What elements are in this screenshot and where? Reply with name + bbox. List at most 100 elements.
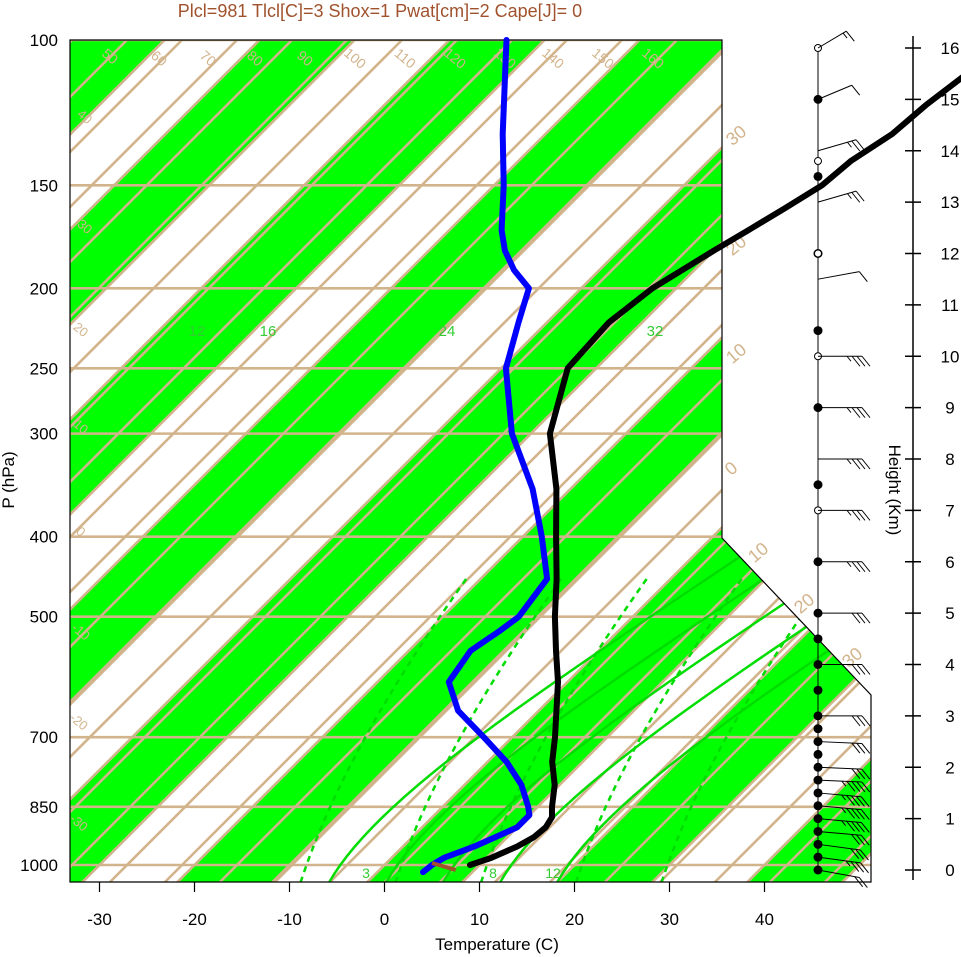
dry-adiabat-line — [769, 40, 871, 882]
wind-barb — [817, 830, 862, 836]
wind-barb-feather — [851, 140, 861, 152]
wind-barb-feather — [851, 84, 861, 96]
wind-barb — [817, 805, 862, 811]
dry-adiabat-label: 70 — [197, 47, 219, 69]
wind-barb-feather — [856, 612, 866, 624]
wind-barb-feather — [855, 139, 865, 151]
height-dot — [813, 749, 823, 759]
temperature-tick-label: 0 — [380, 910, 389, 929]
mixing-ratio-dashed-line — [394, 578, 563, 882]
pressure-tick-label: 1000 — [20, 856, 58, 875]
wind-barb-feather — [846, 355, 852, 362]
height-tick-label: 11 — [941, 296, 959, 315]
height-tick-label: 10 — [941, 347, 960, 366]
wind-barb — [817, 190, 857, 203]
wind-barb-feather — [858, 877, 868, 888]
wind-barb-feather — [851, 458, 861, 470]
wind-barb-feather — [851, 355, 861, 367]
mixing-ratio-line — [384, 535, 828, 882]
wind-barb — [817, 792, 862, 798]
height-dot — [813, 685, 823, 695]
height-axis-label: Height (Km) — [885, 445, 904, 536]
chart-title: Plcl=981 Tlcl[C]=3 Shox=1 Pwat[cm]=2 Cap… — [178, 1, 582, 21]
wind-barb-feather — [861, 612, 871, 624]
mixing-ratio-dashed-line — [479, 578, 648, 882]
wind-barb-feather — [861, 355, 871, 367]
temperature-tick-label: 40 — [755, 910, 774, 929]
wind-barb-feather — [846, 458, 852, 465]
plot-frame — [69, 39, 872, 883]
green-band — [540, 40, 871, 882]
wind-barb — [817, 139, 857, 152]
wind-barb-feather — [851, 561, 861, 573]
isotherm-line — [634, 40, 871, 882]
mixing-ratio-dashed-line — [574, 578, 743, 882]
wind-barb-feather — [861, 715, 871, 727]
axes: 3020100102030100150200250300400500700850… — [20, 31, 866, 929]
dry-adiabat-line — [70, 40, 788, 882]
wind-barb-feather — [846, 561, 852, 568]
dry-adiabat-line — [70, 40, 513, 882]
height-tick-label: 15 — [941, 90, 960, 109]
green-band — [920, 2, 961, 899]
wind-barb-feather — [851, 834, 860, 845]
wind-barb-feather — [841, 794, 847, 801]
wind-barb-feather — [856, 715, 866, 727]
wind-barb-feather — [851, 781, 861, 792]
dry-adiabat-line — [274, 40, 871, 882]
dry-adiabat-line — [70, 40, 238, 882]
wind-barb-feather — [855, 190, 865, 202]
wind-barb-feather — [847, 193, 852, 199]
dewpoint-curve — [420, 37, 551, 876]
wind-barb-feather — [841, 820, 847, 827]
wind-barb-feather — [861, 743, 871, 754]
y-axis-label: P (hPa) — [0, 451, 18, 508]
isotherm-label: 10 — [744, 538, 772, 566]
height-dot — [813, 326, 823, 336]
wind-barb-feather — [846, 820, 855, 832]
wind-barb-feather — [858, 271, 868, 282]
mixing-ratio-label: 32 — [647, 323, 664, 340]
temperature-tick-label: -10 — [277, 910, 302, 929]
wind-barb-feather — [856, 796, 865, 807]
isotherm-label: 0 — [721, 458, 742, 480]
wind-barb-feather — [847, 141, 852, 148]
temperature-tick-label: 10 — [470, 910, 489, 929]
wind-barb-feather — [851, 192, 861, 203]
plot-border — [69, 39, 872, 883]
dry-adiabat-line — [70, 40, 623, 882]
wind-barb-feather — [856, 458, 866, 470]
wind-barb-feather — [851, 821, 860, 832]
mixing-ratio-label: 16 — [260, 323, 277, 340]
wind-barb-feather — [851, 510, 861, 521]
wind-barb-feather — [851, 612, 861, 624]
wind-barb-feather — [861, 561, 871, 573]
mixing-ratio-dashed-line — [660, 578, 829, 882]
height-tick-label: 8 — [945, 450, 954, 469]
dry-adiabat-label: 110 — [392, 45, 420, 72]
dry-adiabat-line — [659, 40, 871, 882]
wind-barb-feather — [851, 715, 861, 727]
wind-barbs — [813, 30, 871, 888]
wind-barb-feather — [861, 768, 871, 780]
height-dot — [813, 171, 823, 181]
temperature-tick-label: 30 — [660, 910, 679, 929]
wind-barb-feather — [854, 876, 864, 887]
height-dot-open — [814, 249, 822, 258]
wind-barb-feather — [851, 808, 860, 820]
dry-adiabat-line — [549, 40, 871, 882]
wind-barb-feather — [850, 848, 860, 860]
wind-barb-feather — [856, 768, 866, 780]
isotherm-line — [920, 2, 961, 899]
isotherm-line — [70, 40, 299, 882]
wind-barb-feather — [861, 664, 871, 675]
height-dot — [813, 724, 823, 734]
isotherm-line — [70, 40, 584, 882]
dry-adiabat-line — [219, 40, 871, 882]
wind-barb-feather — [846, 795, 855, 806]
temperature-tick-label: -30 — [87, 910, 112, 929]
isotherm-line — [70, 40, 489, 882]
temperature-tick-label: 20 — [565, 910, 584, 929]
wind-barb-feather — [845, 30, 855, 42]
